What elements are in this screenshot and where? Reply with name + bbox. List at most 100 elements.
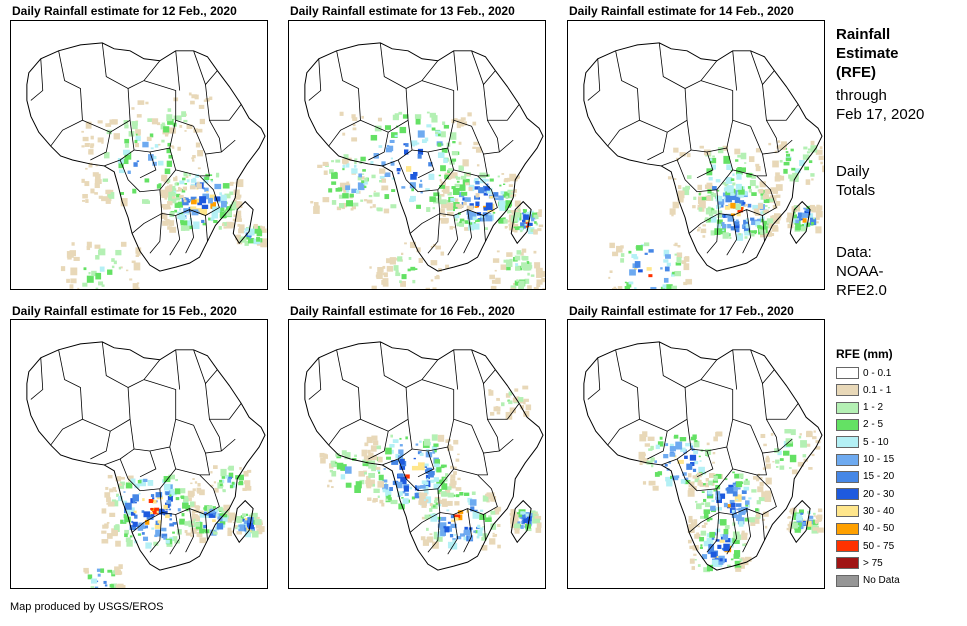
rainfall-cell [816,204,820,209]
rainfall-cell [519,405,524,409]
rainfall-cell [804,441,807,444]
rainfall-cell [521,262,528,268]
rainfall-cell [496,398,500,401]
country-border [409,488,441,533]
rainfall-cell [789,177,795,182]
legend-item: 10 - 15 [836,453,894,467]
rainfall-cell [238,474,244,481]
rainfall-cell [405,143,409,147]
rainfall-cell [679,437,687,442]
rainfall-cell [697,204,701,208]
rainfall-cell [379,168,386,174]
rainfall-cell [512,194,517,197]
rainfall-cell [693,461,699,465]
rainfall-cell [331,486,334,489]
rainfall-cell [342,202,348,208]
rainfall-cell [807,148,811,151]
rainfall-cell [525,513,529,517]
rainfall-cell [375,466,381,470]
rainfall-cell [522,511,526,515]
rainfall-cell [245,513,249,516]
rainfall-cell [693,553,697,556]
country-border [658,42,718,89]
country-border [706,213,720,254]
rainfall-cell [166,114,173,122]
rainfall-cell [715,491,721,496]
rainfall-cell [483,205,488,209]
rainfall-cell [800,440,807,448]
rainfall-cell [244,235,250,240]
rainfall-cell [628,250,632,254]
rainfall-cells [310,111,545,289]
legend-swatch [836,574,859,587]
rainfall-cell [130,511,136,516]
rainfall-cell [812,436,817,440]
rainfall-cell [719,203,724,208]
rainfall-cell [735,159,739,162]
rainfall-cell [794,168,801,174]
rainfall-cell [236,210,242,217]
country-border [750,349,775,385]
rainfall-cell [436,466,442,473]
rainfall-cell [755,185,759,189]
rainfall-cell [220,194,227,201]
rainfall-cell [207,197,213,204]
rainfall-cell [168,513,172,517]
rainfall-cell [474,186,480,190]
rainfall-cell [719,558,723,562]
rainfall-cell [441,492,448,497]
rainfall-cell [516,512,520,515]
africa-rainfall-map [26,341,266,588]
rainfall-cell [423,491,428,494]
rainfall-cell [221,223,225,227]
rainfall-cell [712,479,719,483]
rainfall-cell [534,262,541,269]
rainfall-cell [354,161,357,165]
rainfall-cell [185,532,191,536]
country-border [676,147,734,193]
rainfall-cell [219,513,223,517]
rainfall-cell [709,531,715,538]
rainfall-cell [159,189,167,197]
rainfall-cell [429,112,436,118]
rainfall-cell [455,458,460,462]
country-border [409,189,441,234]
country-border [732,50,738,91]
madagascar-outline [789,499,811,544]
rainfall-cell [227,527,232,532]
rainfall-cell [795,224,801,231]
rainfall-cell [453,471,457,475]
rainfall-cell [696,532,700,535]
map-panel-15-feb [10,319,268,589]
rainfall-cell [538,224,544,228]
rainfall-cell [124,533,128,538]
rainfall-cell [445,264,450,269]
country-border [766,120,779,153]
rainfall-cell [741,224,746,229]
rainfall-cell [510,287,516,289]
rainfall-cell [755,508,759,511]
rainfall-cell [352,124,356,127]
rainfall-cell [115,477,122,482]
rainfall-cell [236,517,242,523]
rainfall-cell [464,526,468,530]
rainfall-cell [484,186,490,191]
rainfall-cell [445,473,449,477]
rainfall-cell [740,152,747,160]
rainfall-cell [439,492,442,495]
rainfall-cell [152,497,155,500]
rainfall-cell [715,473,722,479]
rainfall-cell [109,512,116,518]
rainfall-cell [247,487,250,490]
rainfall-cell [396,481,403,489]
rainfall-cell [634,287,637,289]
rainfall-cell [732,486,738,491]
rainfall-cell [755,221,761,227]
rainfall-cell [170,491,177,496]
country-border [30,357,44,400]
rainfall-cell [449,132,457,140]
rainfall-cell [709,157,717,164]
country-border [463,508,472,553]
rainfall-cell [182,502,189,509]
rainfall-cell [231,481,235,485]
